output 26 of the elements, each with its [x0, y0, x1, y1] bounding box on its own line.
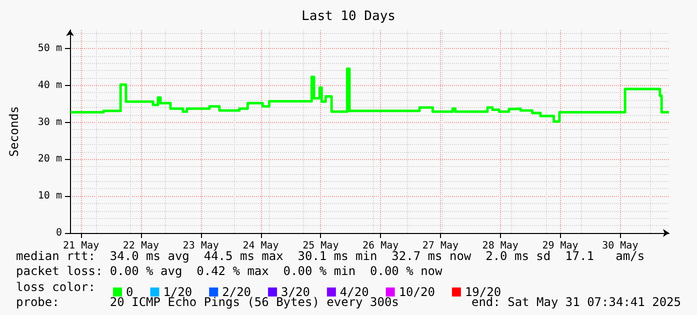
legend-label: 2/20 [222, 285, 252, 299]
x-tick-label: 22 May [122, 240, 160, 252]
legend-label: 10/20 [398, 285, 435, 299]
text: loss color: [16, 280, 96, 294]
x-tick-label: 30 May [602, 240, 638, 252]
y-tick-label: 30 m [38, 116, 62, 128]
y-tick-label: 10 m [38, 190, 62, 202]
x-tick-label: 23 May [182, 240, 219, 252]
legend-label: 4/20 [340, 285, 369, 299]
text: packet loss: 0.00 % avg 0.42 % max 0.00 % min 0.00 % now [16, 264, 444, 278]
x-tick-label: 24 May [242, 240, 279, 252]
chart-title: Last 10 Days [302, 9, 396, 24]
x-tick-label: 28 May [482, 240, 518, 252]
y-tick-label: 0 [56, 228, 62, 238]
y-axis-title: Seconds [7, 106, 21, 157]
y-tick-label: 50 m [38, 42, 62, 54]
y-tick-label: 40 m [38, 80, 62, 91]
x-tick-label: 27 May [422, 240, 459, 252]
legend-label: 3/20 [281, 285, 310, 299]
legend-label: 0 [126, 285, 134, 299]
x-tick-label: 21 May [63, 240, 100, 252]
x-tick-label: 25 May [302, 240, 339, 252]
y-tick-label: 20 m [38, 154, 62, 165]
x-tick-label: 29 May [542, 240, 578, 252]
legend-label: 1/20 [163, 285, 192, 299]
x-tick-label: 26 May [362, 240, 399, 252]
